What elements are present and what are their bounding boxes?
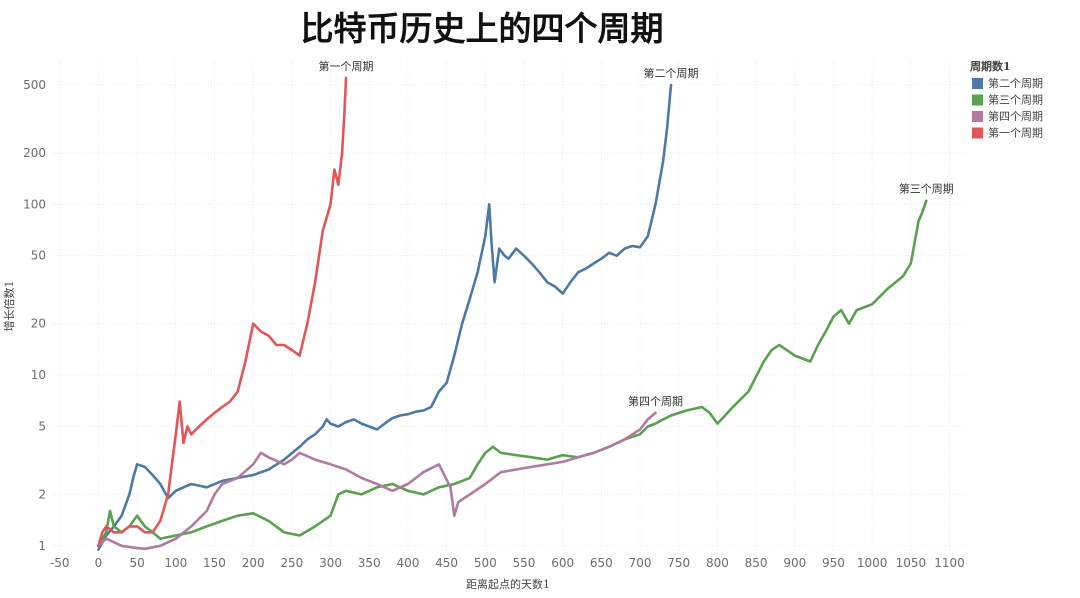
x-tick-label: 450 <box>435 556 458 570</box>
legend-label: 第三个周期 <box>988 93 1043 107</box>
grid <box>52 60 965 552</box>
y-tick-label: 500 <box>23 78 46 92</box>
annotation-2: 第二个周期 <box>643 66 698 80</box>
y-tick-label: 100 <box>23 197 46 211</box>
x-tick-label: 800 <box>706 556 729 570</box>
x-tick-label: -50 <box>50 556 70 570</box>
series-lines <box>97 76 928 551</box>
y-tick-label: 200 <box>23 146 46 160</box>
legend-swatch <box>972 111 983 122</box>
y-tick-label: 5 <box>38 419 46 433</box>
x-tick-label: 950 <box>822 556 845 570</box>
annotation-4: 第四个周期 <box>628 394 683 408</box>
y-axis-title: 增长倍数1 <box>2 281 16 332</box>
x-tick-label: 750 <box>667 556 690 570</box>
legend-swatch <box>972 78 983 89</box>
x-tick-label: 850 <box>745 556 768 570</box>
x-tick-label: 500 <box>474 556 497 570</box>
y-tick-label: 10 <box>31 368 46 382</box>
x-tick-label: 1050 <box>896 556 927 570</box>
y-tick-label: 50 <box>31 249 46 263</box>
legend-swatch <box>972 127 983 139</box>
x-tick-label: 600 <box>551 556 574 570</box>
x-tick-label: 550 <box>513 556 536 570</box>
legend-swatch <box>972 94 983 106</box>
legend-title: 周期数1 <box>970 59 1011 73</box>
x-axis-title: 距离起点的天数1 <box>466 577 550 591</box>
series-line-1 <box>97 83 673 551</box>
x-tick-label: 0 <box>95 556 103 570</box>
x-tick-label: 300 <box>319 556 342 570</box>
y-tick-label: 2 <box>38 487 46 501</box>
x-tick-label: 50 <box>129 556 144 570</box>
x-tick-label: 650 <box>590 556 613 570</box>
legend-label: 第二个周期 <box>988 76 1043 90</box>
series-line-4 <box>97 76 348 548</box>
x-tick-label: 1100 <box>934 556 965 570</box>
x-tick-label: 200 <box>242 556 265 570</box>
y-axis-ticks: 1 2 5 10 20 50 100 200 500 <box>23 78 46 553</box>
chart-title: 比特币历史上的四个周期 <box>301 9 664 48</box>
x-tick-label: 400 <box>396 556 419 570</box>
x-tick-label: 250 <box>280 556 303 570</box>
x-tick-label: 100 <box>164 556 187 570</box>
y-tick-label: 1 <box>38 539 46 553</box>
series-line-3 <box>97 411 657 551</box>
x-tick-label: 900 <box>783 556 806 570</box>
x-tick-label: 1000 <box>857 556 888 570</box>
x-tick-label: 150 <box>203 556 226 570</box>
x-tick-label: 350 <box>358 556 381 570</box>
x-tick-label: 700 <box>629 556 652 570</box>
legend-label: 第四个周期 <box>988 109 1043 123</box>
annotation-3: 第三个周期 <box>899 182 954 196</box>
y-tick-label: 20 <box>31 317 46 331</box>
series-line-2 <box>97 199 928 548</box>
legend-label: 第一个周期 <box>988 126 1043 140</box>
x-axis-ticks: -50 0 50 100 150 200 250 300 350 400 450 500 550 600 6… <box>50 556 965 570</box>
annotation-1: 第一个周期 <box>319 59 374 73</box>
